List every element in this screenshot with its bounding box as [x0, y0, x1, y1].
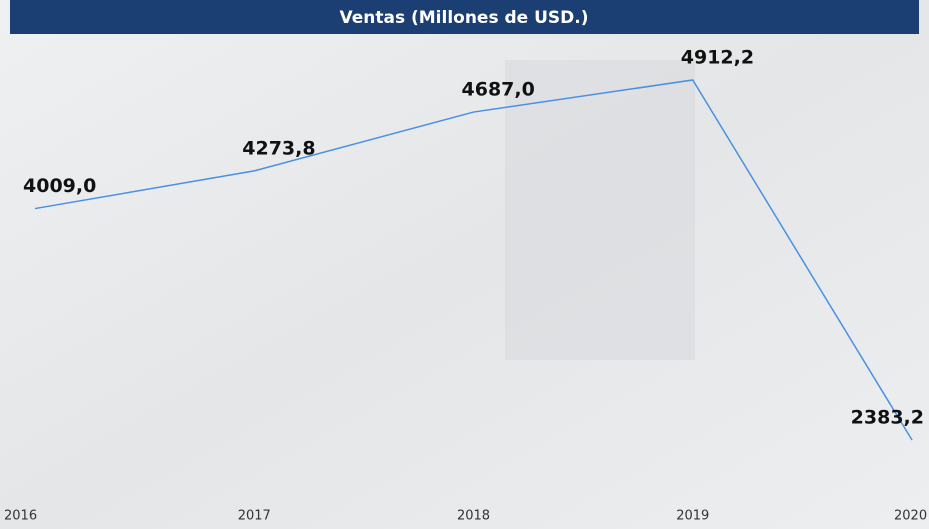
value-label: 4687,0 [462, 79, 535, 101]
x-tick-label: 2016 [4, 509, 37, 524]
x-tick-label: 2018 [457, 509, 490, 524]
x-tick-label: 2019 [676, 509, 709, 524]
value-label: 4009,0 [23, 175, 96, 197]
x-tick-label: 2017 [238, 509, 271, 524]
chart-title: Ventas (Millones de USD.) [339, 8, 588, 28]
value-label: 2383,2 [851, 407, 924, 429]
title-bar [10, 0, 919, 34]
background-shape [505, 60, 695, 360]
value-label: 4273,8 [242, 137, 315, 159]
value-label: 4912,2 [681, 47, 754, 69]
x-tick-label: 2020 [894, 509, 927, 524]
line [34, 79, 913, 441]
